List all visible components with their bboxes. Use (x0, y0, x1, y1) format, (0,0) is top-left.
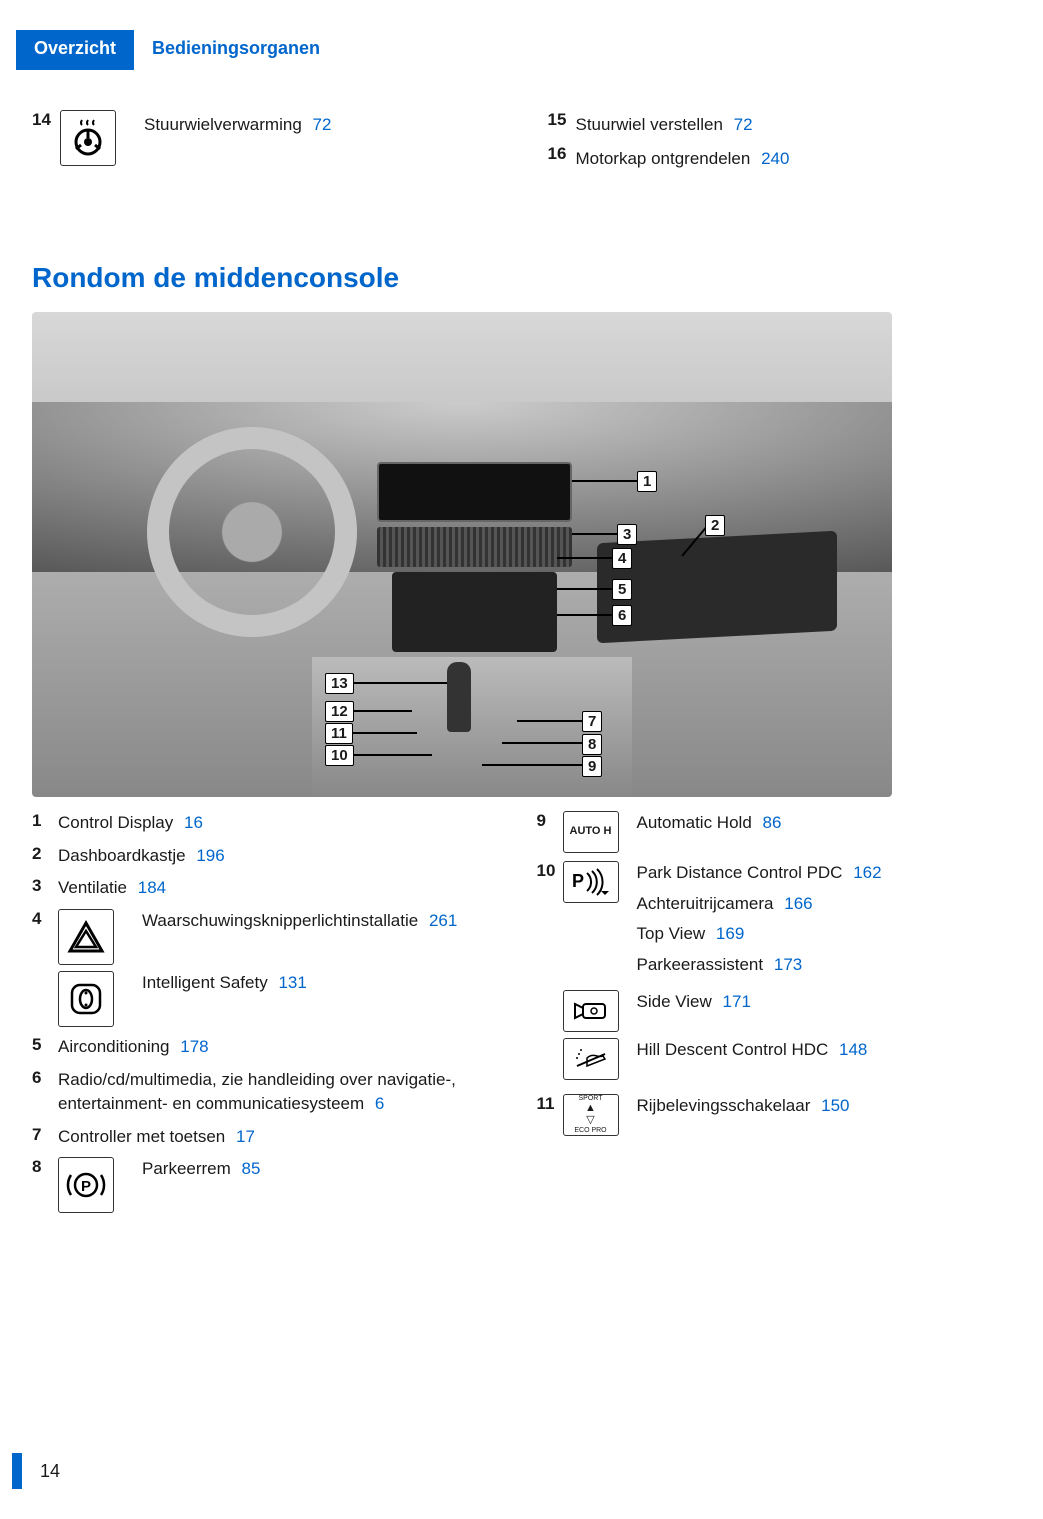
svg-text:P: P (81, 1178, 91, 1195)
legend-text: Top View (637, 924, 706, 943)
hdc-icon (563, 1038, 619, 1080)
legend-text: Side View (637, 992, 712, 1011)
intelligent-safety-icon (58, 971, 114, 1027)
item-label: Stuurwielverwarming 72 (144, 110, 331, 138)
legend-text: Radio/cd/multimedia, zie handleiding ove… (58, 1070, 456, 1114)
page-ref[interactable]: 261 (429, 911, 457, 930)
callout: 9 (582, 756, 602, 777)
hazard-icon (58, 909, 114, 965)
legend-text: Parkeerrem (142, 1159, 231, 1178)
page-ref[interactable]: 162 (853, 863, 881, 882)
legend-text: Achteruitrijcamera (637, 894, 774, 913)
parking-brake-icon: P (58, 1157, 114, 1213)
callout: 7 (582, 711, 602, 732)
legend-text: Automatic Hold (637, 813, 752, 832)
callout: 5 (612, 579, 632, 600)
legend-text: Park Distance Control PDC (637, 863, 843, 882)
center-console-figure: 1 2 3 4 5 6 7 8 9 10 11 12 13 (32, 312, 892, 797)
heated-steering-wheel-icon (60, 110, 116, 166)
tab-active: Overzicht (16, 30, 134, 70)
item-label: Motorkap ontgrendelen 240 (576, 144, 790, 172)
legend-text: Airconditioning (58, 1037, 170, 1056)
legend-number: 6 (32, 1068, 58, 1088)
page-ref[interactable]: 16 (184, 813, 203, 832)
page-ref[interactable]: 86 (763, 813, 782, 832)
legend-text: Controller met toetsen (58, 1127, 225, 1146)
tab-inactive: Bedieningsorganen (134, 30, 338, 70)
page-ref[interactable]: 72 (313, 115, 332, 134)
callout: 6 (612, 605, 632, 626)
item-label: Stuurwiel verstellen 72 (576, 110, 753, 138)
page-ref[interactable]: 85 (242, 1159, 261, 1178)
header-tabs: Overzicht Bedieningsorganen (16, 30, 1043, 70)
section-heading: Rondom de middenconsole (32, 262, 1043, 294)
page-ref[interactable]: 173 (774, 955, 802, 974)
legend-text: Waarschuwingsknipperlichtinstallatie (142, 911, 418, 930)
auto-hold-icon: AUTO H (563, 811, 619, 853)
legend-number: 2 (32, 844, 58, 864)
legend-number: 3 (32, 876, 58, 896)
callout: 2 (705, 515, 725, 536)
legend-text: Parkeerassistent (637, 955, 764, 974)
legend-number: 9 (537, 811, 563, 831)
item-number: 15 (548, 110, 576, 130)
legend-number: 10 (537, 861, 563, 881)
legend-text: Ventilatie (58, 878, 127, 897)
legend-text: Control Display (58, 813, 173, 832)
legend-number: 7 (32, 1125, 58, 1145)
page-ref[interactable]: 72 (734, 115, 753, 134)
side-view-icon (563, 990, 619, 1032)
legend-number: 5 (32, 1035, 58, 1055)
page-ref[interactable]: 150 (821, 1096, 849, 1115)
callout: 8 (582, 734, 602, 755)
legend-number: 11 (537, 1094, 563, 1114)
page-ref[interactable]: 148 (839, 1040, 867, 1059)
callout: 11 (325, 723, 353, 744)
callout: 3 (617, 524, 637, 545)
legend-number: 8 (32, 1157, 58, 1177)
page-ref[interactable]: 196 (196, 846, 224, 865)
pdc-icon: P (563, 861, 619, 903)
page-ref[interactable]: 131 (278, 973, 306, 992)
page-ref[interactable]: 17 (236, 1127, 255, 1146)
legend-number: 1 (32, 811, 58, 831)
legend-text: Dashboardkastje (58, 846, 186, 865)
page-marker-icon (12, 1453, 22, 1489)
callout: 1 (637, 471, 657, 492)
callout: 10 (325, 745, 354, 766)
page-ref[interactable]: 184 (138, 878, 166, 897)
page-ref[interactable]: 178 (180, 1037, 208, 1056)
legend-number: 4 (32, 909, 58, 929)
svg-text:P: P (572, 871, 584, 891)
legend-text: Hill Descent Control HDC (637, 1040, 829, 1059)
drive-mode-icon: SPORT ▲ ▽ ECO PRO (563, 1094, 619, 1136)
item-number: 14 (32, 110, 60, 130)
legend-text: Rijbelevingsschakelaar (637, 1096, 811, 1115)
callout: 13 (325, 673, 354, 694)
callout: 12 (325, 701, 354, 722)
page-footer: 14 (12, 1453, 60, 1489)
callout: 4 (612, 548, 632, 569)
page-ref[interactable]: 166 (784, 894, 812, 913)
page-ref[interactable]: 240 (761, 149, 789, 168)
page-number: 14 (40, 1461, 60, 1482)
page-ref[interactable]: 6 (375, 1094, 384, 1113)
item-number: 16 (548, 144, 576, 164)
legend-text: Intelligent Safety (142, 973, 268, 992)
page-ref[interactable]: 171 (723, 992, 751, 1011)
page-ref[interactable]: 169 (716, 924, 744, 943)
